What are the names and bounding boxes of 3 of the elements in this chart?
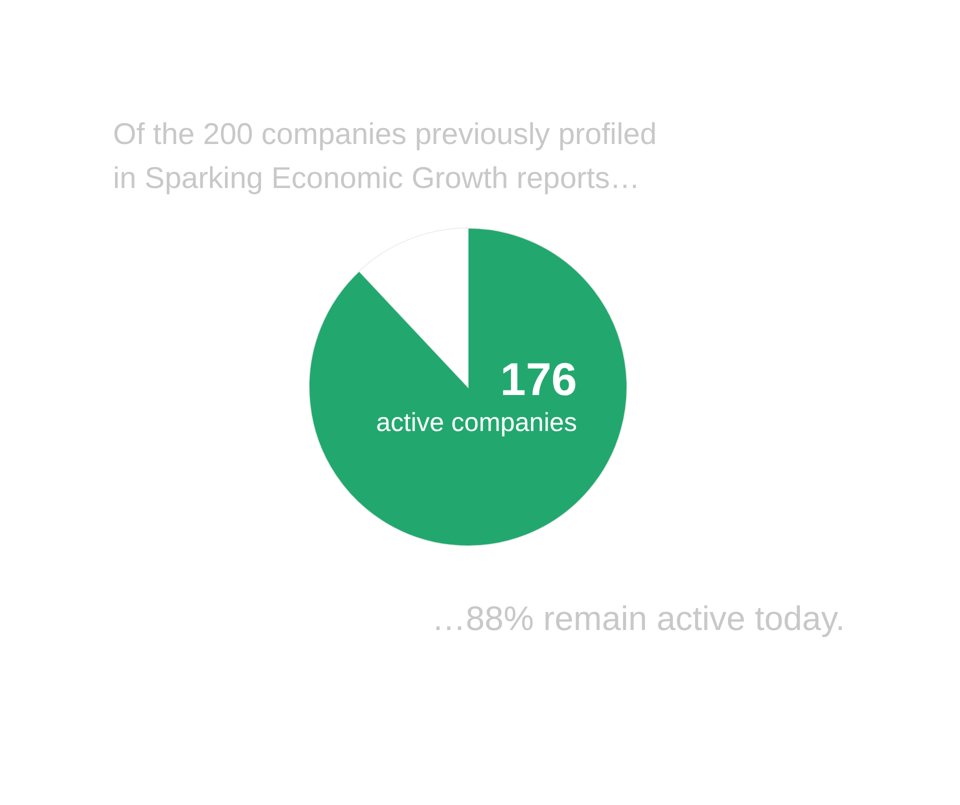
data-label: 176 [500,353,577,405]
pie-slice [308,228,628,546]
slice-label: active companies [376,407,577,437]
